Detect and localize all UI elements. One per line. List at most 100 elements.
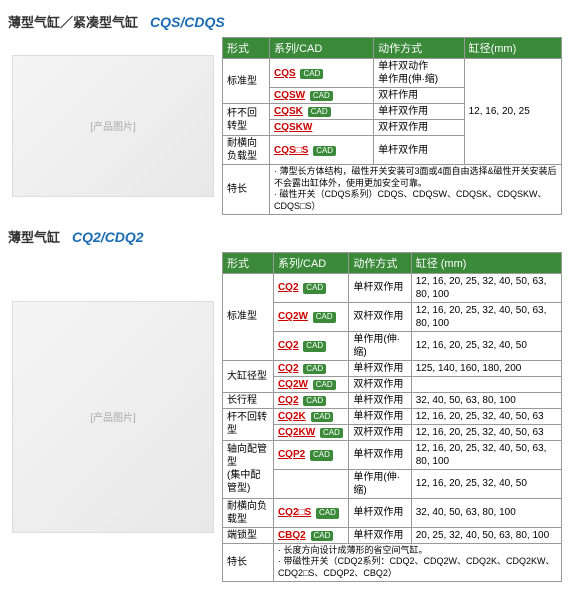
cad-badge[interactable]: CAD: [303, 396, 326, 406]
series-cell: CQSW CAD: [270, 88, 374, 104]
series-link[interactable]: CQSKW: [274, 122, 312, 133]
series-link[interactable]: CQ2K: [278, 411, 306, 422]
table-header: 系列/CAD: [270, 38, 374, 59]
type-cell: 耐横向负载型: [223, 136, 270, 165]
action-cell: 单杆双作用: [349, 408, 411, 424]
table-row: 端锁型CBQ2 CAD单杆双作用20, 25, 32, 40, 50, 63, …: [223, 527, 562, 543]
type-cell: 端锁型: [223, 527, 274, 543]
series-cell: CQ2□S CAD: [273, 498, 348, 527]
table-header: 形式: [223, 38, 270, 59]
table-header: 系列/CAD: [273, 252, 348, 273]
series-cell: CQSK CAD: [270, 104, 374, 120]
action-cell: 单杆双作用: [374, 104, 464, 120]
series-cell: CQ2W CAD: [273, 302, 348, 331]
diameter-cell: 12, 16, 20, 25, 32, 40, 50: [411, 331, 561, 360]
action-cell: 双杆作用: [374, 88, 464, 104]
type-cell: 长行程: [223, 392, 274, 408]
action-cell: 单杆双作用: [349, 527, 411, 543]
table-row: CQ2W CAD双杆双作用12, 16, 20, 25, 32, 40, 50,…: [223, 302, 562, 331]
cad-badge[interactable]: CAD: [311, 412, 334, 422]
table-row: 单作用(伸·缩)12, 16, 20, 25, 32, 40, 50: [223, 469, 562, 498]
action-cell: 单杆双作用: [374, 136, 464, 165]
product-image-area: [产品图片]: [8, 252, 218, 582]
series-link[interactable]: CQ2W: [278, 379, 308, 390]
feature-row: 特长· 薄型长方体结构，磁性开关安装可3面或4面自由选择&磁性开关安装后不会露出…: [223, 165, 562, 215]
series-link[interactable]: CQ2: [278, 395, 299, 406]
diameter-cell: 12, 16, 20, 25, 32, 40, 50, 63, 80, 100: [411, 440, 561, 469]
cad-badge[interactable]: CAD: [313, 146, 336, 156]
diameter-cell: 12, 16, 20, 25: [464, 59, 561, 165]
series-cell: CQS□S CAD: [270, 136, 374, 165]
table-row: 杆不回转型CQ2K CAD单杆双作用12, 16, 20, 25, 32, 40…: [223, 408, 562, 424]
diameter-cell: [411, 376, 561, 392]
series-link[interactable]: CQ2: [278, 282, 299, 293]
series-cell: CQ2KW CAD: [273, 424, 348, 440]
table-row: CQ2KW CAD双杆双作用12, 16, 20, 25, 32, 40, 50…: [223, 424, 562, 440]
series-link[interactable]: CQSW: [274, 90, 305, 101]
section-title: 薄型气缸CQ2/CDQ2: [8, 227, 563, 246]
series-cell: CQ2 CAD: [273, 360, 348, 376]
cad-badge[interactable]: CAD: [310, 450, 333, 460]
feature-label: 特长: [223, 543, 274, 581]
cad-badge[interactable]: CAD: [320, 428, 343, 438]
table-header: 缸径(mm): [464, 38, 561, 59]
action-cell: 双杆双作用: [349, 302, 411, 331]
action-cell: 单杆双作用: [349, 273, 411, 302]
diameter-cell: 32, 40, 50, 63, 80, 100: [411, 392, 561, 408]
action-cell: 单杆双作用: [349, 440, 411, 469]
type-cell: 标准型: [223, 273, 274, 360]
type-cell: 大缸径型: [223, 360, 274, 392]
cad-badge[interactable]: CAD: [313, 380, 336, 390]
table-row: 大缸径型CQ2 CAD单杆双作用125, 140, 160, 180, 200: [223, 360, 562, 376]
cad-badge[interactable]: CAD: [303, 283, 326, 293]
cad-badge[interactable]: CAD: [311, 531, 334, 541]
diameter-cell: 12, 16, 20, 25, 32, 40, 50, 63: [411, 424, 561, 440]
series-link[interactable]: CQP2: [278, 449, 305, 460]
series-cell: CBQ2 CAD: [273, 527, 348, 543]
cad-badge[interactable]: CAD: [303, 341, 326, 351]
series-link[interactable]: CQS□S: [274, 145, 308, 156]
feature-row: 特长· 长度方向设计成薄形的省空间气缸。· 带磁性开关（CDQ2系列：CDQ2、…: [223, 543, 562, 581]
series-cell: CQ2 CAD: [273, 392, 348, 408]
action-cell: 单杆双作用: [349, 392, 411, 408]
table-header: 形式: [223, 252, 274, 273]
action-cell: 双杆双作用: [349, 424, 411, 440]
series-cell: CQP2 CAD: [273, 440, 348, 469]
cad-badge[interactable]: CAD: [310, 91, 333, 101]
table-header: 动作方式: [374, 38, 464, 59]
series-link[interactable]: CQ2□S: [278, 507, 311, 518]
diameter-cell: 12, 16, 20, 25, 32, 40, 50: [411, 469, 561, 498]
cad-badge[interactable]: CAD: [316, 508, 339, 518]
cad-badge[interactable]: CAD: [303, 364, 326, 374]
action-cell: 双杆双作用: [374, 120, 464, 136]
series-link[interactable]: CQS: [274, 68, 296, 79]
type-cell: 耐横向负载型: [223, 498, 274, 527]
series-link[interactable]: CQSK: [274, 106, 303, 117]
series-cell: [273, 469, 348, 498]
table-row: 轴向配管型(集中配管型)CQP2 CAD单杆双作用12, 16, 20, 25,…: [223, 440, 562, 469]
cad-badge[interactable]: CAD: [300, 69, 323, 79]
series-cell: CQS CAD: [270, 59, 374, 88]
diameter-cell: 20, 25, 32, 40, 50, 63, 80, 100: [411, 527, 561, 543]
series-link[interactable]: CBQ2: [278, 530, 306, 541]
title-text: 薄型气缸／紧凑型气缸: [8, 15, 138, 30]
type-cell: 标准型: [223, 59, 270, 104]
series-link[interactable]: CQ2KW: [278, 427, 315, 438]
series-cell: CQ2W CAD: [273, 376, 348, 392]
feature-text: · 薄型长方体结构，磁性开关安装可3面或4面自由选择&磁性开关安装后不会露出缸体…: [270, 165, 562, 215]
action-cell: 单作用(伸·缩): [349, 331, 411, 360]
table-header: 缸径 (mm): [411, 252, 561, 273]
series-link[interactable]: CQ2: [278, 340, 299, 351]
section-title: 薄型气缸／紧凑型气缸CQS/CDQS: [8, 12, 563, 31]
feature-text: · 长度方向设计成薄形的省空间气缸。· 带磁性开关（CDQ2系列：CDQ2、CD…: [273, 543, 561, 581]
action-cell: 双杆双作用: [349, 376, 411, 392]
action-cell: 单杆双作用: [349, 360, 411, 376]
series-link[interactable]: CQ2: [278, 363, 299, 374]
series-link[interactable]: CQ2W: [278, 311, 308, 322]
cad-badge[interactable]: CAD: [313, 312, 336, 322]
product-image-placeholder: [产品图片]: [12, 301, 214, 533]
series-cell: CQSKW: [270, 120, 374, 136]
type-cell: 杆不回转型: [223, 104, 270, 136]
diameter-cell: 125, 140, 160, 180, 200: [411, 360, 561, 376]
cad-badge[interactable]: CAD: [308, 107, 331, 117]
